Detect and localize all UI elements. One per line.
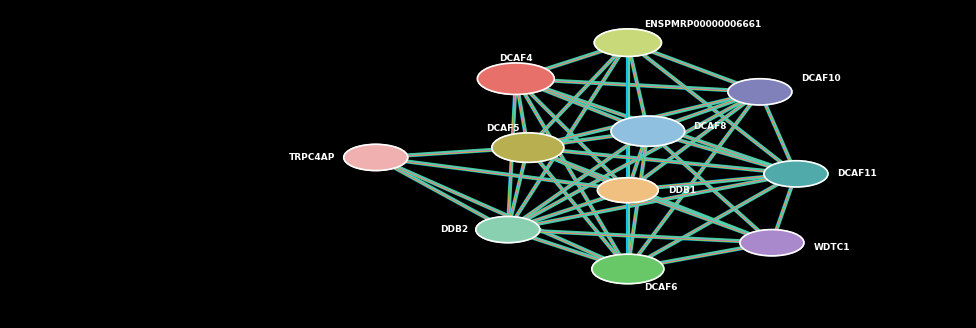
Text: DDB2: DDB2 (439, 225, 468, 234)
Text: DDB1: DDB1 (668, 186, 696, 195)
Circle shape (594, 29, 662, 56)
Circle shape (764, 161, 828, 187)
Text: TRPC4AP: TRPC4AP (289, 153, 336, 162)
Text: DCAF10: DCAF10 (801, 74, 841, 83)
Text: DCAF8: DCAF8 (693, 122, 726, 131)
Circle shape (344, 144, 408, 171)
Circle shape (611, 116, 685, 146)
Circle shape (492, 133, 564, 162)
Circle shape (740, 230, 804, 256)
Circle shape (728, 79, 792, 105)
Text: DCAF11: DCAF11 (837, 169, 877, 178)
Text: DCAF5: DCAF5 (486, 124, 520, 133)
Text: DCAF6: DCAF6 (644, 282, 677, 292)
Text: ENSPMRP00000006661: ENSPMRP00000006661 (644, 20, 761, 29)
Circle shape (591, 254, 664, 284)
Circle shape (477, 63, 554, 94)
Text: DCAF4: DCAF4 (499, 53, 533, 63)
Text: WDTC1: WDTC1 (814, 243, 850, 252)
Circle shape (476, 216, 540, 243)
Circle shape (597, 178, 658, 203)
